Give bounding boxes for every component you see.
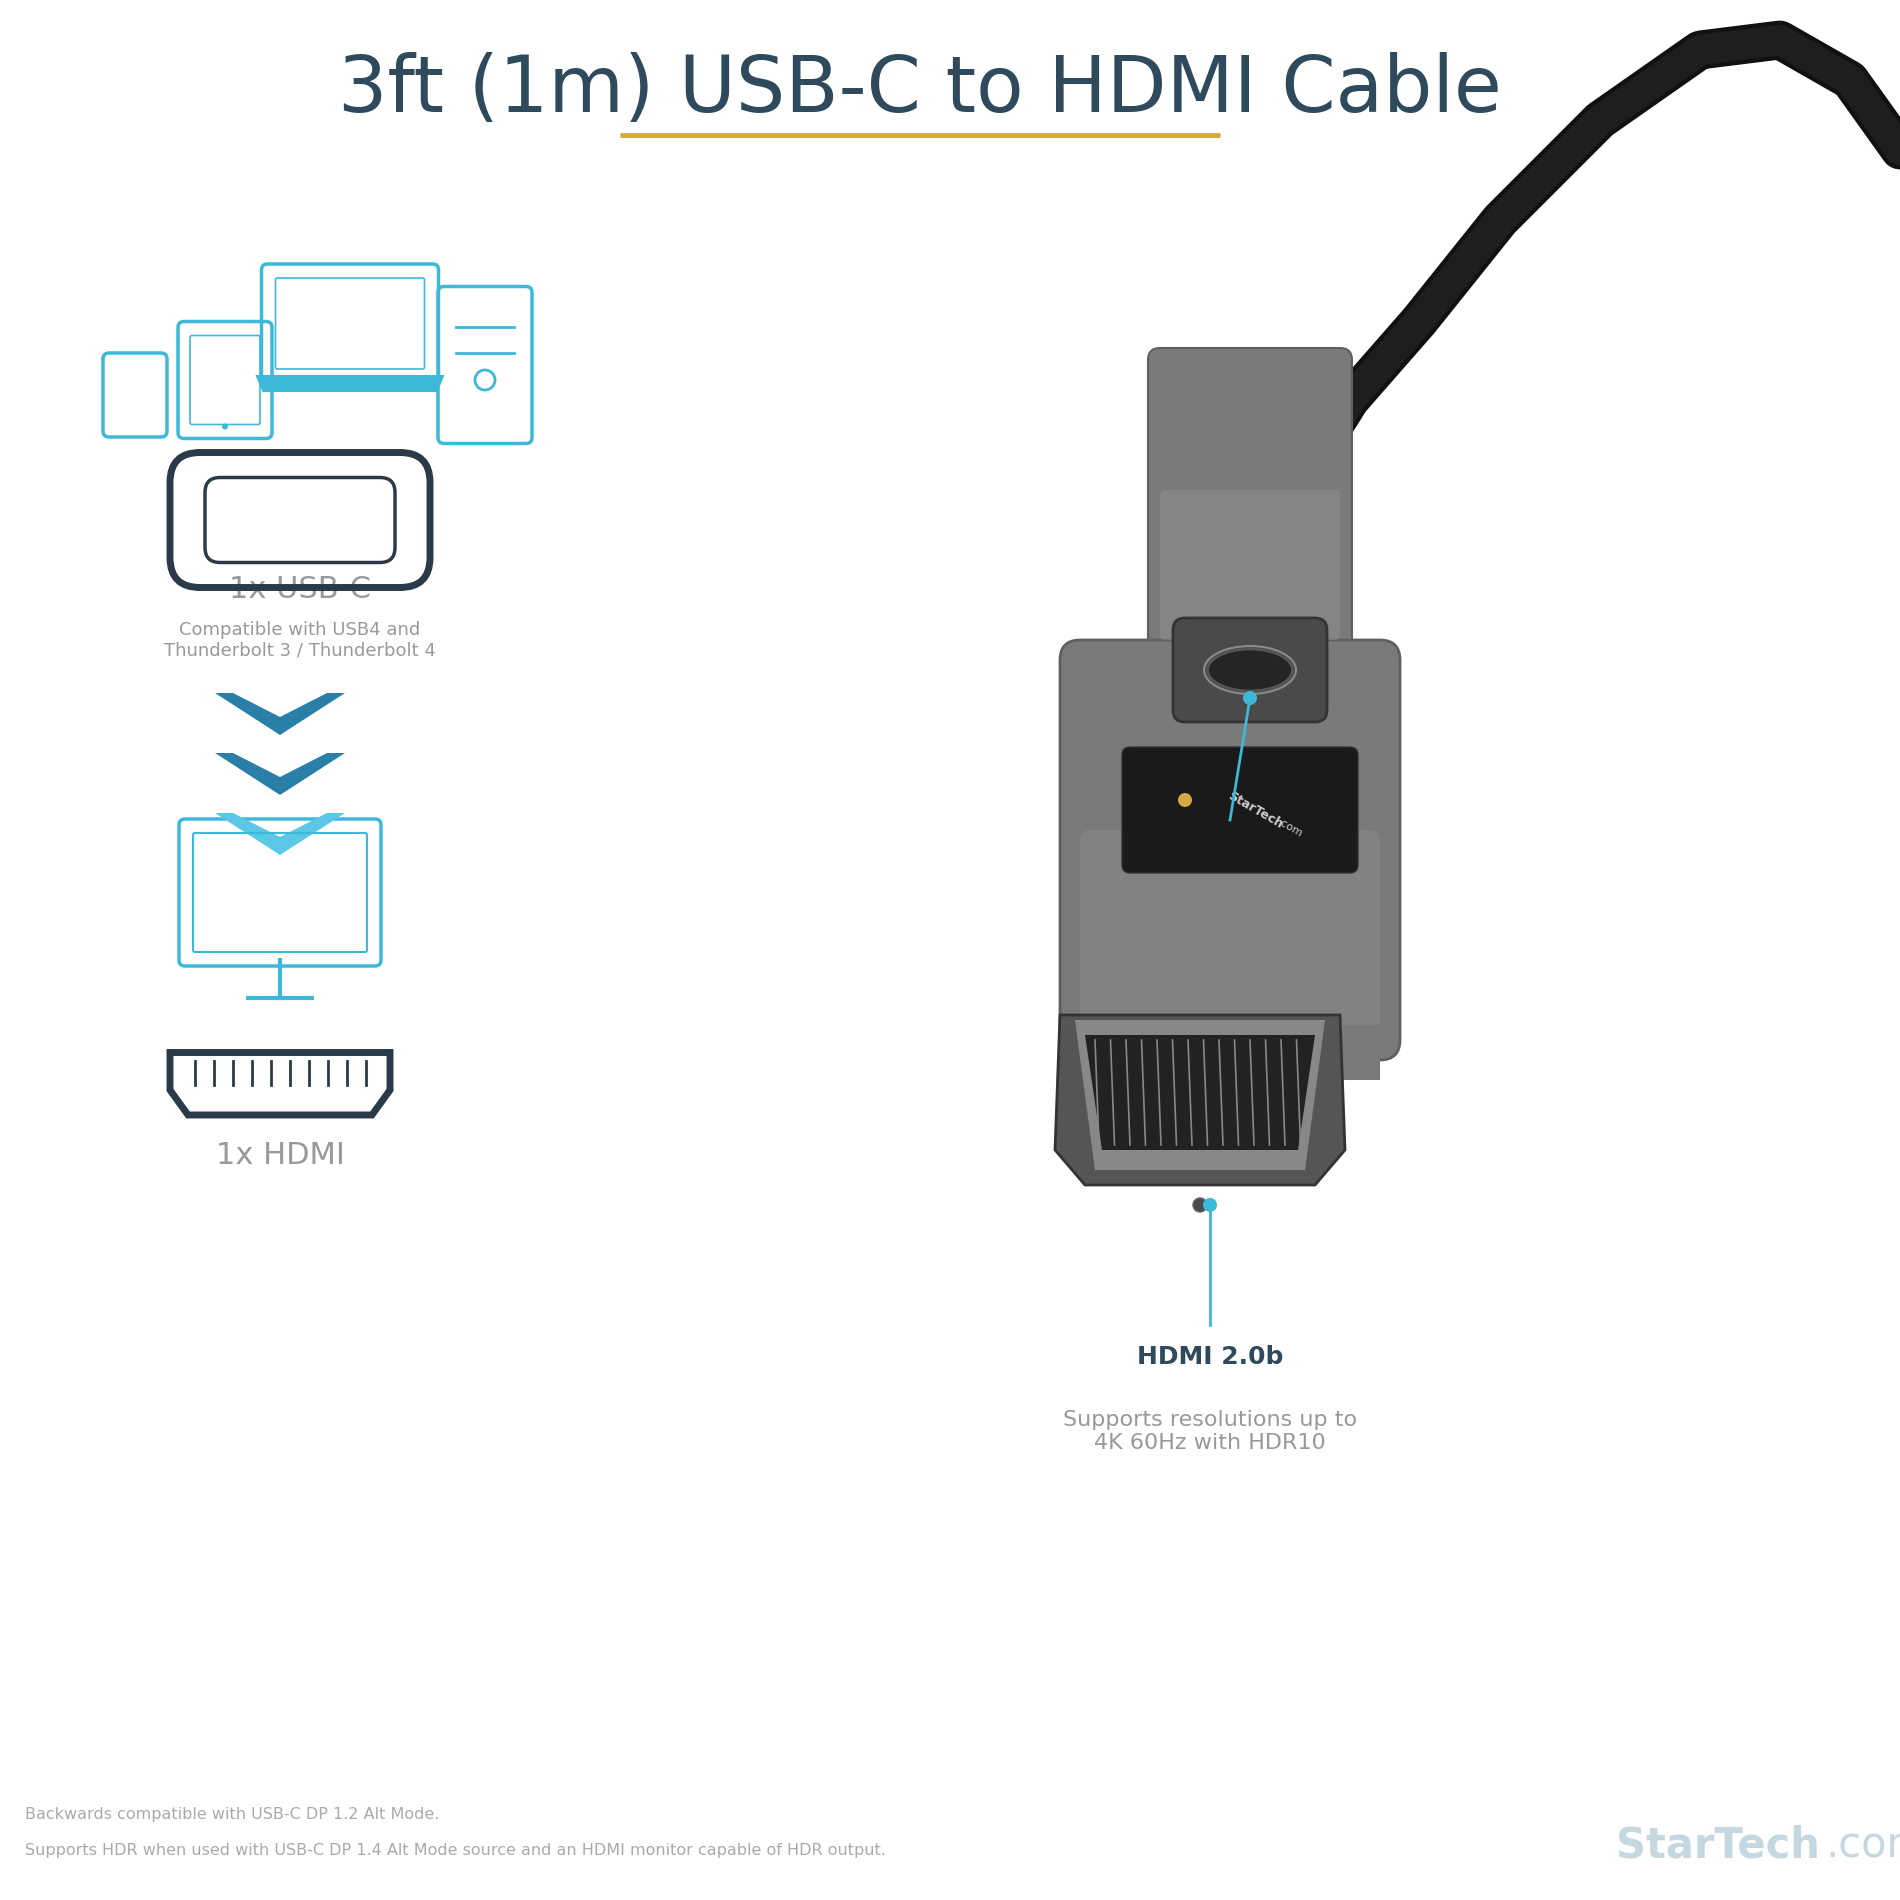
Circle shape: [1203, 1199, 1218, 1212]
Text: StarTech: StarTech: [1617, 1824, 1820, 1866]
Text: Compatible with USB4 and
Thunderbolt 3 / Thunderbolt 4: Compatible with USB4 and Thunderbolt 3 /…: [163, 621, 435, 659]
Ellipse shape: [1208, 650, 1292, 692]
FancyBboxPatch shape: [1123, 747, 1358, 872]
FancyBboxPatch shape: [1079, 830, 1379, 1039]
Polygon shape: [1075, 1020, 1324, 1170]
Text: .com: .com: [1826, 1824, 1900, 1866]
Polygon shape: [215, 813, 346, 855]
Text: USB-C DisplayPort 1.4
Alt Mode HBR3: USB-C DisplayPort 1.4 Alt Mode HBR3: [1064, 846, 1376, 897]
Polygon shape: [1054, 1015, 1345, 1186]
FancyBboxPatch shape: [1079, 1024, 1379, 1079]
Text: .com: .com: [1275, 817, 1305, 840]
Circle shape: [222, 424, 228, 429]
Text: 1x USB-C: 1x USB-C: [230, 576, 370, 604]
Text: 1x HDMI: 1x HDMI: [215, 1140, 344, 1170]
FancyBboxPatch shape: [1172, 618, 1326, 722]
Text: StarTech: StarTech: [1226, 788, 1284, 830]
Polygon shape: [215, 752, 346, 794]
Circle shape: [1243, 692, 1258, 705]
Polygon shape: [1085, 1036, 1315, 1150]
Circle shape: [1193, 1199, 1206, 1212]
FancyBboxPatch shape: [1161, 490, 1339, 640]
Polygon shape: [215, 694, 346, 735]
Text: Supports resolutions up to
4K 60Hz with HDR10: Supports resolutions up to 4K 60Hz with …: [1062, 1410, 1357, 1454]
FancyBboxPatch shape: [1060, 640, 1400, 1060]
Text: Backwards compatible with USB-C DP 1.2 Alt Mode.: Backwards compatible with USB-C DP 1.2 A…: [25, 1807, 439, 1822]
Text: HDMI 2.0b: HDMI 2.0b: [1136, 1345, 1283, 1370]
Circle shape: [1178, 792, 1191, 808]
Text: 3ft (1m) USB-C to HDMI Cable: 3ft (1m) USB-C to HDMI Cable: [338, 51, 1501, 127]
Polygon shape: [255, 374, 445, 391]
FancyBboxPatch shape: [1148, 348, 1353, 652]
Text: Supports HDR when used with USB-C DP 1.4 Alt Mode source and an HDMI monitor cap: Supports HDR when used with USB-C DP 1.4…: [25, 1843, 885, 1858]
